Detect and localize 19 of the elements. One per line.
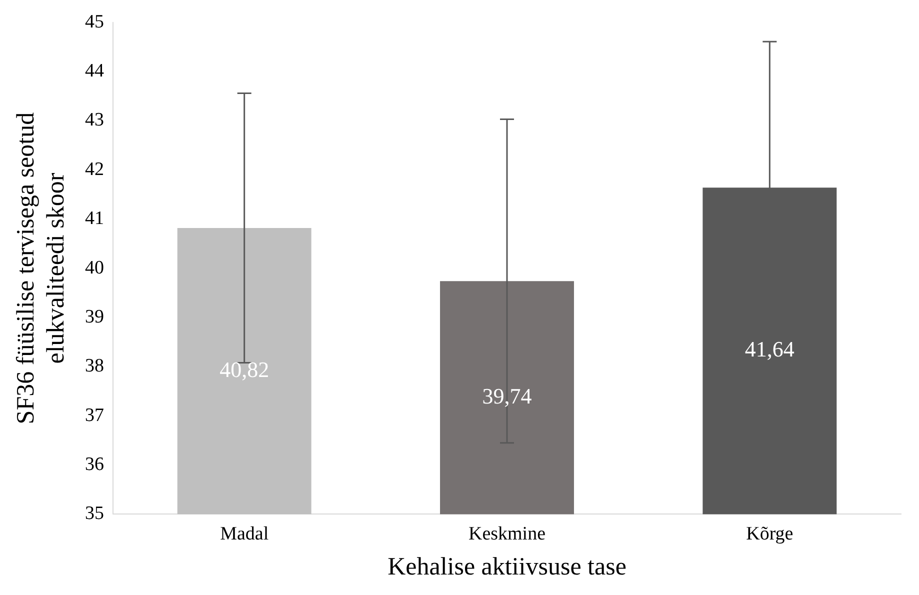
y-tick-label: 39 (85, 306, 104, 328)
y-axis-title: SF36 füüsilise tervisega seotud elukvaliteedi skoor (12, 112, 70, 424)
x-tick-label: Kõrge (746, 524, 794, 545)
x-tick-label: Madal (220, 524, 269, 545)
y-tick-label: 38 (85, 356, 104, 377)
y-tick-label: 35 (85, 503, 104, 524)
y-tick-label: 42 (85, 158, 104, 180)
y-tick-label: 40 (85, 257, 104, 278)
y-tick-label: 45 (85, 11, 104, 32)
y-tick-label: 36 (85, 454, 104, 476)
data-label: 39,74 (482, 383, 532, 408)
x-axis-title: Kehalise aktiivsuse tase (388, 554, 626, 581)
data-label: 40,82 (220, 356, 270, 382)
x-tick-label: Keskmine (468, 524, 546, 545)
data-label: 41,64 (744, 336, 794, 362)
y-tick-label: 41 (85, 208, 104, 230)
y-tick-label: 37 (85, 404, 104, 426)
y-tick-label: 44 (85, 60, 104, 82)
y-tick-label: 43 (85, 110, 104, 131)
